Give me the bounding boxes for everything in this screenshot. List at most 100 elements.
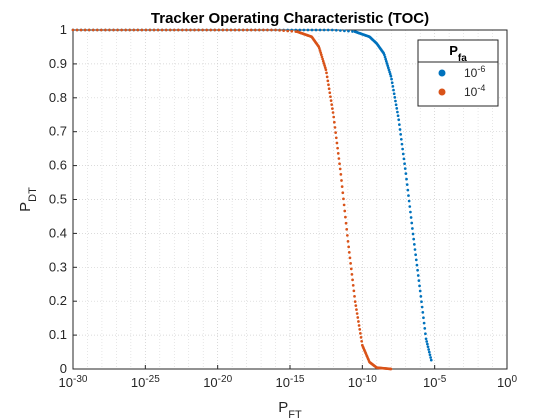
data-point — [323, 66, 327, 69]
data-point — [209, 28, 213, 32]
data-point — [189, 28, 192, 32]
y-tick-label: 0.8 — [49, 90, 67, 105]
data-point — [349, 267, 353, 271]
data-point — [409, 210, 412, 214]
data-point — [427, 350, 431, 354]
data-point — [257, 28, 261, 32]
data-point — [388, 72, 392, 76]
data-point — [274, 28, 277, 32]
data-point — [411, 227, 414, 230]
axis-ticks: 10-30 10-25 10-20 10-15 10-10 10-5 10000.10.20… — [49, 22, 518, 390]
data-point — [411, 232, 415, 236]
data-point — [346, 240, 350, 243]
data-point — [392, 88, 395, 92]
data-point — [407, 194, 410, 197]
data-point — [318, 49, 322, 52]
data-point — [253, 28, 257, 32]
data-point — [339, 173, 343, 176]
data-point — [398, 128, 402, 131]
data-point — [290, 29, 294, 33]
data-point — [421, 311, 425, 314]
data-point — [286, 29, 290, 33]
legend-label-exponent: -4 — [477, 83, 485, 93]
data-point — [172, 28, 176, 32]
data-point — [342, 197, 345, 201]
data-point — [329, 99, 333, 102]
data-point — [429, 358, 433, 362]
data-point — [321, 59, 325, 63]
data-point — [338, 162, 341, 166]
data-point — [388, 70, 391, 74]
data-point — [419, 295, 423, 298]
x-axis-label-base: P — [278, 399, 288, 416]
data-point — [356, 316, 360, 319]
data-point — [349, 262, 352, 265]
data-point — [409, 216, 413, 219]
data-point — [391, 85, 395, 88]
data-point — [140, 28, 144, 32]
data-point — [396, 114, 400, 118]
data-point — [395, 107, 399, 110]
x-tick-label-base: 10 — [348, 375, 362, 390]
data-point — [144, 28, 148, 32]
data-point — [241, 28, 245, 32]
data-point — [416, 268, 419, 272]
data-point — [401, 147, 404, 151]
data-point — [425, 340, 429, 343]
data-point — [389, 74, 393, 78]
y-tick-label: 0.9 — [49, 56, 67, 71]
data-point — [418, 284, 421, 288]
data-point — [329, 95, 332, 99]
x-tick-label: 100 — [497, 374, 517, 391]
x-tick-label: 10-15 — [276, 374, 305, 391]
data-point — [201, 28, 204, 32]
data-point — [334, 131, 337, 134]
data-point — [334, 28, 338, 32]
legend-entries: 10-610-4 — [438, 64, 485, 99]
data-point — [108, 28, 111, 32]
data-point — [359, 332, 362, 335]
x-tick-label: 10-10 — [348, 374, 377, 391]
data-point — [384, 57, 388, 61]
data-point — [326, 79, 330, 83]
data-point — [412, 237, 416, 241]
data-point — [424, 332, 427, 336]
data-point — [383, 53, 386, 57]
legend-marker — [438, 69, 446, 77]
data-point — [353, 300, 357, 303]
data-point — [221, 28, 225, 32]
legend-title: Pfa — [449, 43, 467, 64]
data-point — [310, 28, 314, 32]
data-point — [417, 279, 421, 283]
y-axis-label-sub: DT — [27, 187, 39, 202]
data-point — [414, 258, 418, 262]
data-point — [128, 28, 132, 32]
data-point — [338, 167, 342, 171]
data-point — [390, 81, 394, 85]
data-point — [402, 157, 406, 161]
data-point — [389, 367, 393, 371]
data-point — [383, 55, 387, 59]
x-tick-label-exponent: -10 — [362, 374, 377, 385]
data-point — [320, 55, 324, 59]
data-point — [429, 356, 432, 359]
x-axis-label-sub: FT — [288, 409, 302, 420]
data-point — [357, 324, 361, 327]
data-point — [423, 327, 427, 330]
y-tick-label: 0.1 — [49, 327, 67, 342]
data-point — [351, 30, 354, 33]
data-point — [328, 91, 332, 95]
x-tick-label-base: 10 — [131, 375, 145, 390]
data-point — [344, 221, 348, 225]
data-point — [337, 157, 341, 160]
data-point — [386, 66, 390, 70]
data-point — [340, 185, 344, 188]
x-tick-label: 10-25 — [131, 374, 160, 391]
data-point — [354, 304, 358, 307]
data-point — [343, 209, 347, 213]
data-point — [422, 321, 426, 325]
x-tick-label-base: 10 — [276, 375, 290, 390]
data-point — [353, 294, 356, 298]
